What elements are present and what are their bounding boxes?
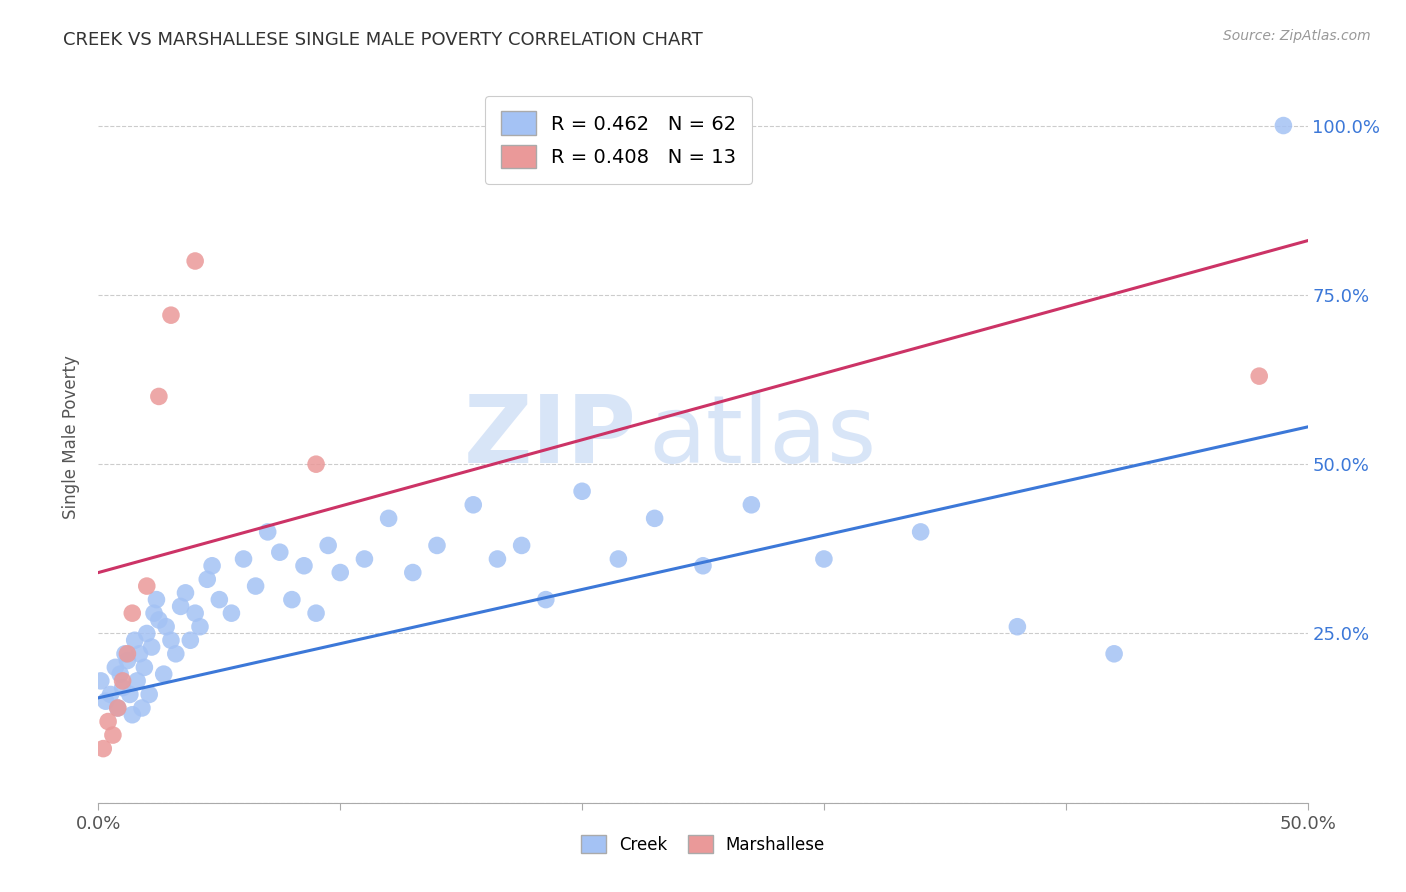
Point bbox=[463, 498, 485, 512]
Point bbox=[111, 681, 134, 695]
Point bbox=[571, 484, 593, 499]
Point bbox=[179, 633, 201, 648]
Point bbox=[232, 552, 254, 566]
Point bbox=[221, 606, 243, 620]
Point bbox=[107, 701, 129, 715]
Point bbox=[94, 694, 117, 708]
Point bbox=[644, 511, 666, 525]
Point bbox=[174, 586, 197, 600]
Point bbox=[402, 566, 425, 580]
Point bbox=[184, 606, 207, 620]
Point bbox=[256, 524, 278, 539]
Point bbox=[111, 673, 134, 688]
Point bbox=[510, 538, 533, 552]
Point bbox=[101, 728, 124, 742]
Text: CREEK VS MARSHALLESE SINGLE MALE POVERTY CORRELATION CHART: CREEK VS MARSHALLESE SINGLE MALE POVERTY… bbox=[63, 31, 703, 49]
Point bbox=[148, 389, 170, 403]
Point bbox=[165, 647, 187, 661]
Point bbox=[128, 647, 150, 661]
Point bbox=[813, 552, 835, 566]
Point bbox=[124, 633, 146, 648]
Point bbox=[1102, 647, 1125, 661]
Point bbox=[104, 660, 127, 674]
Point bbox=[134, 660, 156, 674]
Point bbox=[426, 538, 449, 552]
Point bbox=[160, 308, 183, 322]
Text: Source: ZipAtlas.com: Source: ZipAtlas.com bbox=[1223, 29, 1371, 43]
Point bbox=[135, 626, 157, 640]
Point bbox=[97, 714, 120, 729]
Point bbox=[329, 566, 352, 580]
Point bbox=[316, 538, 339, 552]
Point bbox=[281, 592, 304, 607]
Point bbox=[208, 592, 231, 607]
Point bbox=[269, 545, 291, 559]
Point bbox=[114, 647, 136, 661]
Point bbox=[1272, 119, 1295, 133]
Point bbox=[127, 673, 149, 688]
Point bbox=[245, 579, 267, 593]
Point bbox=[108, 667, 131, 681]
Point bbox=[131, 701, 153, 715]
Text: atlas: atlas bbox=[648, 391, 877, 483]
Point bbox=[145, 592, 167, 607]
Point bbox=[152, 667, 174, 681]
Point bbox=[353, 552, 375, 566]
Point bbox=[91, 741, 114, 756]
Point bbox=[692, 558, 714, 573]
Point bbox=[169, 599, 191, 614]
Point bbox=[117, 654, 139, 668]
Point bbox=[305, 606, 328, 620]
Point bbox=[201, 558, 224, 573]
Point bbox=[1007, 620, 1029, 634]
Point bbox=[121, 707, 143, 722]
Point bbox=[141, 640, 163, 654]
Point bbox=[486, 552, 509, 566]
Point bbox=[534, 592, 557, 607]
Y-axis label: Single Male Poverty: Single Male Poverty bbox=[62, 355, 80, 519]
Point bbox=[184, 254, 207, 268]
Point bbox=[90, 673, 112, 688]
Point bbox=[118, 688, 141, 702]
Point bbox=[188, 620, 211, 634]
Point bbox=[107, 701, 129, 715]
Point bbox=[377, 511, 399, 525]
Point bbox=[910, 524, 932, 539]
Point bbox=[160, 633, 183, 648]
Point bbox=[121, 606, 143, 620]
Point bbox=[143, 606, 166, 620]
Point bbox=[305, 457, 328, 471]
Legend: Creek, Marshallese: Creek, Marshallese bbox=[574, 829, 832, 860]
Point bbox=[117, 647, 139, 661]
Point bbox=[100, 688, 122, 702]
Point bbox=[138, 688, 160, 702]
Point bbox=[292, 558, 315, 573]
Point bbox=[607, 552, 630, 566]
Point bbox=[740, 498, 762, 512]
Point bbox=[195, 572, 218, 586]
Point bbox=[135, 579, 157, 593]
Point bbox=[1249, 369, 1271, 384]
Point bbox=[155, 620, 177, 634]
Point bbox=[148, 613, 170, 627]
Text: ZIP: ZIP bbox=[464, 391, 637, 483]
